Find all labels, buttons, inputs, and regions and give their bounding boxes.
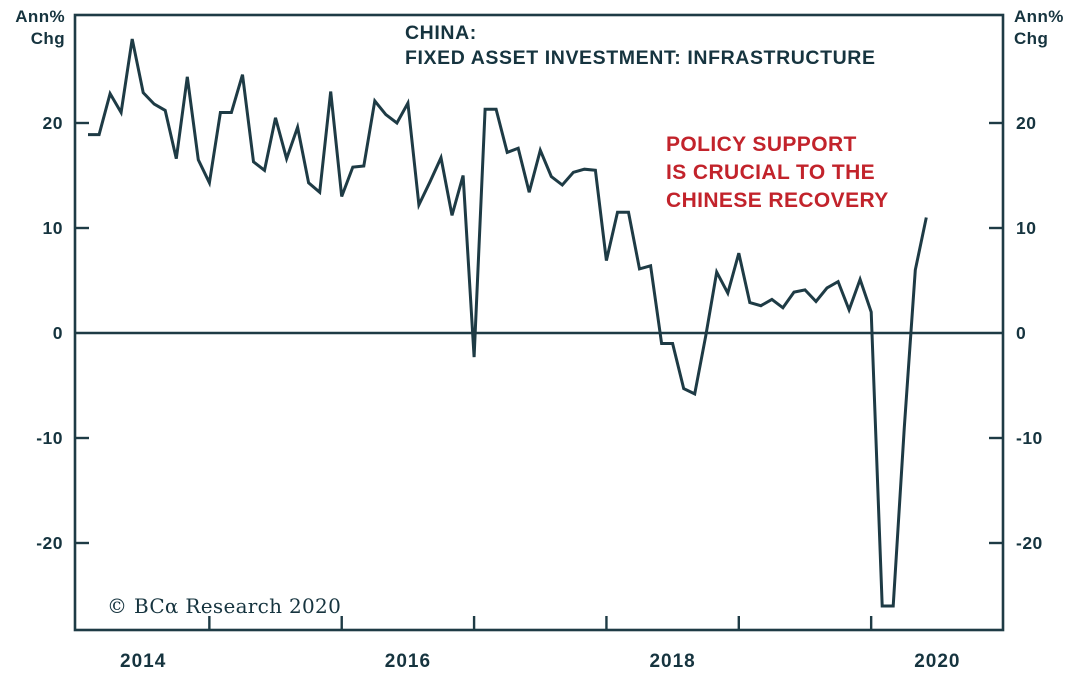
annotation-line1: POLICY SUPPORT <box>666 133 857 156</box>
data-line-series <box>88 38 928 608</box>
x-axis-label: 2018 <box>649 651 695 672</box>
x-axis-label: 2020 <box>914 651 960 672</box>
y-axis-label-left: 0 <box>53 323 63 343</box>
right-axis-unit-line2: Chg <box>1014 29 1049 48</box>
y-axis-label-left: 20 <box>43 113 63 133</box>
y-axis-label-right: 10 <box>1016 218 1036 238</box>
y-axis-label-right: 0 <box>1016 323 1026 343</box>
y-axis-label-left: 10 <box>43 218 63 238</box>
annotation-line3: CHINESE RECOVERY <box>666 189 889 212</box>
y-axis-label-right: -20 <box>1016 533 1043 553</box>
x-axis-label: 2014 <box>120 651 166 672</box>
left-axis-unit-line1: Ann% <box>15 7 65 26</box>
left-axis-unit-line2: Chg <box>30 29 65 48</box>
annotation-line2: IS CRUCIAL TO THE <box>666 161 876 184</box>
chart-title-line1: CHINA: <box>405 22 477 44</box>
y-axis-label-left: -20 <box>36 533 63 553</box>
left-axis-unit: Ann% Chg <box>0 6 65 50</box>
y-axis-label-left: -10 <box>36 428 63 448</box>
right-axis-unit: Ann% Chg <box>1014 6 1064 50</box>
y-axis-label-right: -10 <box>1016 428 1043 448</box>
annotation-text: POLICY SUPPORT IS CRUCIAL TO THE CHINESE… <box>666 131 889 215</box>
right-axis-unit-line1: Ann% <box>1014 7 1064 26</box>
plot-frame <box>73 13 1005 632</box>
chart-title: CHINA: FIXED ASSET INVESTMENT: INFRASTRU… <box>405 21 876 71</box>
copyright-notice: © BCα Research 2020 <box>107 594 342 618</box>
y-axis-label-right: 20 <box>1016 113 1036 133</box>
chart-title-line2: FIXED ASSET INVESTMENT: INFRASTRUCTURE <box>405 47 876 69</box>
x-axis-label: 2016 <box>385 651 431 672</box>
